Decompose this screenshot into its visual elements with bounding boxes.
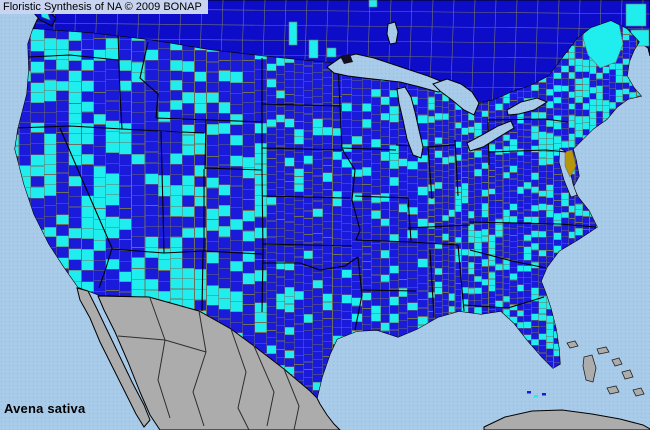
map-title: Floristic Synthesis of NA © 2009 BONAP [0, 0, 208, 14]
species-name-label: Avena sativa [4, 401, 86, 416]
